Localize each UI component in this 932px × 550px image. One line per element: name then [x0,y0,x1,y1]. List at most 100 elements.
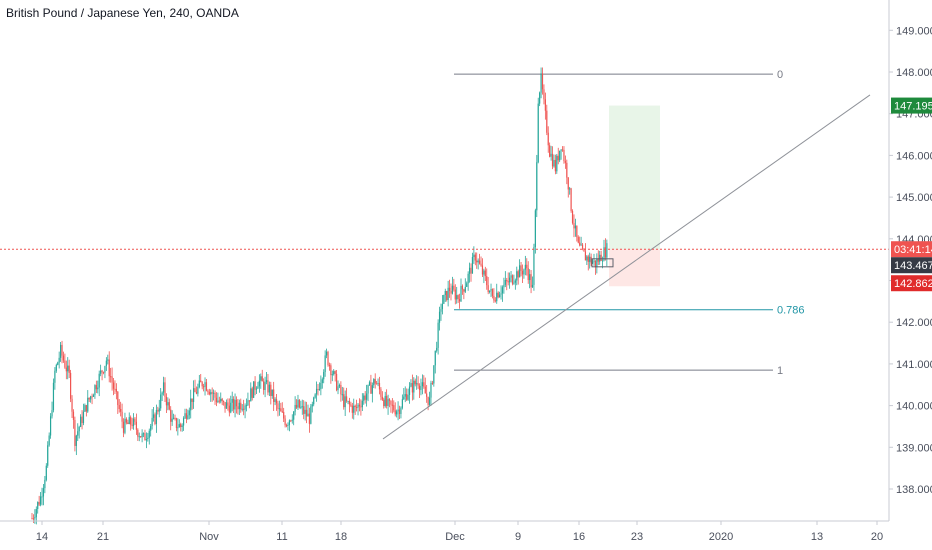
candle-body [161,392,163,395]
candle-body [516,271,518,281]
candle-body [320,382,322,390]
candle-body [471,256,474,274]
candle-body [167,402,169,406]
candle-body [325,351,328,356]
candle-body [368,382,371,385]
candle-body [346,396,348,402]
candle-body [586,256,588,261]
candle-body [356,407,358,409]
candle-body [577,237,579,243]
candle-body [413,380,415,393]
candle-body [115,389,117,392]
candle-body [138,436,140,438]
candle-body [527,268,529,281]
candle-body [78,426,80,432]
candle-body [327,351,329,366]
candle-body [571,210,574,223]
current-price-tag: 143.467 [894,260,932,272]
candle-body [411,383,413,393]
candle-body [234,399,236,410]
candle-body [198,380,200,388]
candle-body [275,399,278,404]
candle-body [42,488,45,497]
candle-body [378,383,381,390]
candle-body [130,417,132,425]
candle-body [521,271,524,275]
candle-body [583,248,585,252]
x-tick-label: 21 [97,531,109,543]
candle-body [494,300,496,302]
candle-body [178,424,180,428]
candle-body [474,254,476,261]
candle-body [293,411,295,420]
candle-body [157,410,159,412]
candle-body [541,73,544,90]
candle-body [110,376,112,378]
candle-body [88,397,90,400]
candle-body [450,290,452,294]
candle-body [328,365,331,367]
candle-body [82,411,85,424]
candle-body [241,408,243,410]
candle-body [436,347,438,351]
candle-body [92,395,95,397]
candle-body [337,386,339,391]
candle-body [281,411,283,413]
candle-body [454,289,456,300]
candle-body [261,376,263,382]
candle-body [120,408,122,412]
candle-body [354,405,356,408]
candle-body [291,419,293,421]
candle-body [111,376,113,383]
fib-level-label: 1 [777,365,783,377]
candle-body [599,254,601,262]
candle-body [253,381,255,398]
candle-body [278,408,280,410]
candle-body [177,427,179,429]
candle-body [504,280,506,285]
candle-body [220,398,222,402]
candle-body [500,293,502,295]
candle-body [481,265,484,275]
candle-body [154,414,156,424]
candle-body [191,398,193,402]
candle-body [271,389,273,396]
candle-body [244,405,246,410]
candle-body [182,418,185,426]
candle-body [94,385,96,396]
candle-body [559,150,561,161]
candle-body [400,407,402,414]
x-tick-label: 20 [871,531,883,543]
candle-body [461,285,464,290]
candle-body [387,399,389,406]
candle-body [137,429,139,437]
candle-body [590,256,592,264]
candle-body [188,410,190,416]
candle-body [594,260,597,268]
candle-body [41,496,43,498]
take-profit-price-tag-bg [891,97,932,114]
candle-body [526,264,528,269]
current-price-tag-bg [891,257,932,274]
candle-body [560,149,562,151]
x-tick-label: 23 [631,531,643,543]
candle-body [570,188,572,211]
candle-body [158,408,160,412]
candle-body [335,373,338,391]
candle-body [343,394,345,408]
candle-body [597,259,599,262]
candle-body [333,371,335,375]
candle-body [285,425,288,427]
candle-body [493,295,495,301]
chart-title: British Pound / Japanese Yen, 240, OANDA [6,6,239,20]
candle-body [554,159,556,172]
candle-body [142,433,145,435]
candle-body [267,380,269,393]
candle-body [284,418,286,426]
candle-body [593,260,595,262]
candle-body [48,435,50,446]
candle-body [141,433,143,438]
candle-body [564,161,566,163]
candle-body [420,386,422,391]
candle-body [160,394,162,409]
